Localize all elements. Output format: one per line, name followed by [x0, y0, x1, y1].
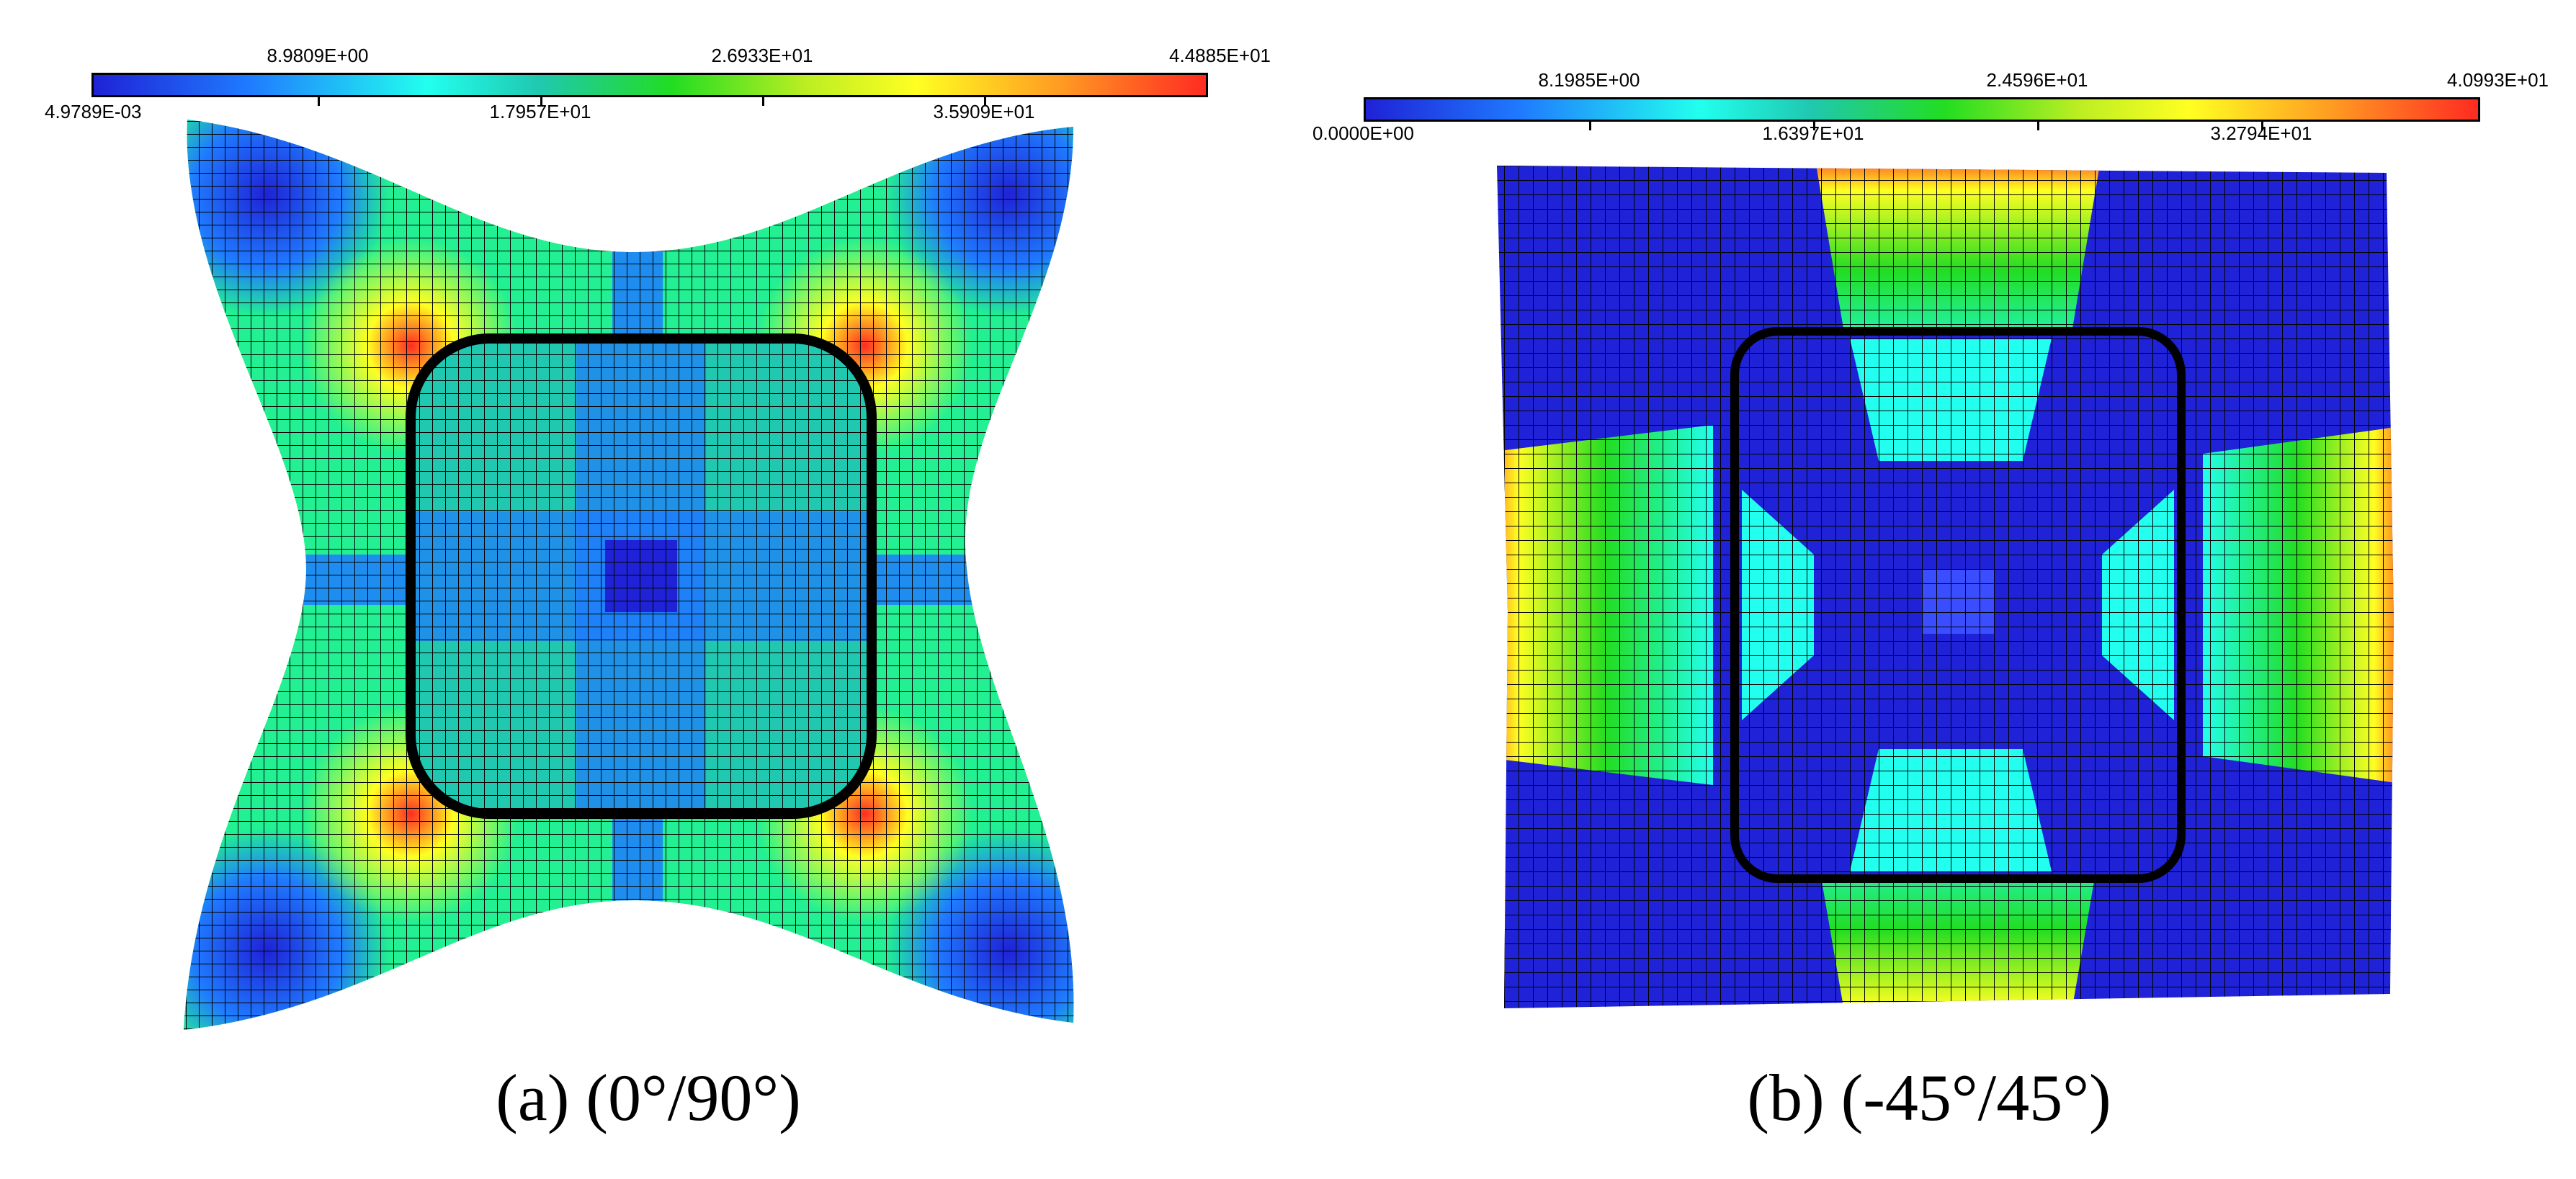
- colorbar-a-bottom-label-1: 4.9789E-03: [45, 101, 142, 122]
- colorbar-a-tick-1: [318, 97, 320, 106]
- panel-b: 8.1985E+00 2.4596E+01 4.0993E+01 0.0000E…: [1288, 0, 2576, 1179]
- colorbar-b-gradient: [1364, 97, 2480, 122]
- colorbar-b: 8.1985E+00 2.4596E+01 4.0993E+01 0.0000E…: [1288, 0, 2576, 151]
- colorbar-a-bottom-label-3: 3.5909E+01: [933, 101, 1035, 122]
- colorbar-b-bottom-label-2: 1.6397E+01: [1762, 122, 1864, 144]
- colorbar-b-bottom-label-1: 0.0000E+00: [1312, 122, 1414, 144]
- colorbar-b-tick-3: [2037, 122, 2039, 130]
- colorbar-b-tick-4: [2261, 122, 2263, 130]
- colorbar-a-tick-2: [540, 97, 542, 106]
- colorbar-a-top-label-2: 2.6933E+01: [711, 45, 813, 66]
- colorbar-a-gradient: [91, 73, 1208, 97]
- colorbar-a: 8.9809E+00 2.6933E+01 4.4885E+01 4.9789E…: [0, 0, 1288, 122]
- colorbar-a-bottom-label-2: 1.7957E+01: [489, 101, 591, 122]
- colorbar-b-top-label-3: 4.0993E+01: [2447, 69, 2549, 91]
- caption-b: (b) (-45°/45°): [1747, 1061, 2111, 1134]
- colorbar-a-tick-3: [762, 97, 764, 106]
- deformed-mesh-plot-b: [1497, 166, 2394, 1008]
- panel-a: 8.9809E+00 2.6933E+01 4.4885E+01 4.9789E…: [0, 0, 1288, 1134]
- colorbar-a-top-label-3: 4.4885E+01: [1169, 45, 1271, 66]
- colorbar-b-tick-1: [1589, 122, 1591, 130]
- caption-a: (a) (0°/90°): [496, 1061, 801, 1134]
- colorbar-b-tick-2: [1813, 122, 1815, 130]
- colorbar-b-top-label-2: 2.4596E+01: [1986, 69, 2088, 91]
- colorbar-a-top-label-1: 8.9809E+00: [267, 45, 369, 66]
- colorbar-b-bottom-label-3: 3.2794E+01: [2210, 122, 2312, 144]
- colorbar-b-top-label-1: 8.1985E+00: [1538, 69, 1640, 91]
- colorbar-a-tick-4: [984, 97, 986, 106]
- deformed-mesh-plot-a: [184, 120, 1074, 1030]
